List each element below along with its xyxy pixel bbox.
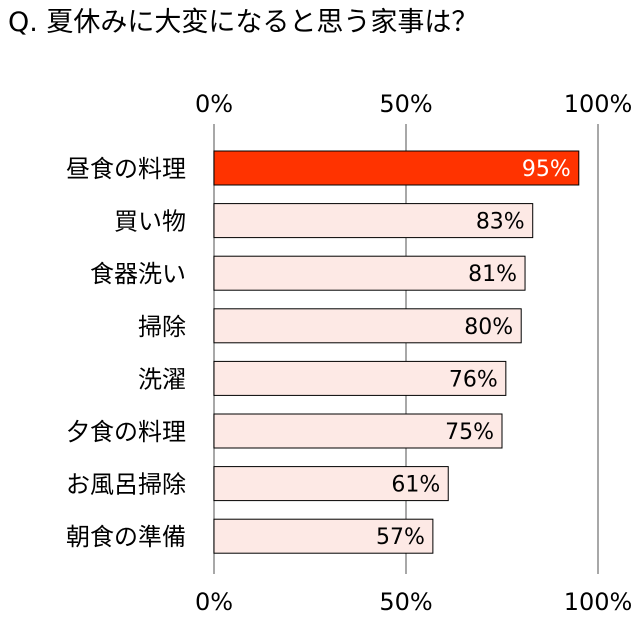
- bar-0: [213, 150, 580, 186]
- category-label-6: お風呂掃除: [66, 471, 186, 499]
- category-label-4: 洗濯: [138, 365, 186, 393]
- value-label-2: 81%: [468, 262, 517, 287]
- value-label-1: 83%: [476, 210, 525, 235]
- chart-title: Q. 夏休みに大変になると思う家事は？: [8, 7, 479, 38]
- value-label-3: 80%: [464, 315, 513, 340]
- category-label-5: 夕食の料理: [66, 418, 186, 446]
- bar-7: [213, 518, 434, 554]
- value-label-7: 57%: [376, 525, 425, 550]
- category-label-3: 掃除: [138, 313, 186, 341]
- x-tick-label-top-0: 0%: [195, 90, 233, 118]
- category-label-1: 買い物: [114, 208, 186, 236]
- value-label-5: 75%: [445, 420, 494, 445]
- value-label-6: 61%: [391, 473, 440, 498]
- bar-4: [213, 360, 507, 396]
- x-tick-label-top-2: 100%: [564, 90, 633, 118]
- bar-5: [213, 413, 503, 449]
- x-tick-label-bottom-2: 100%: [564, 588, 633, 616]
- category-label-0: 昼食の料理: [66, 155, 186, 183]
- value-label-0: 95%: [522, 157, 571, 182]
- x-tick-label-top-1: 50%: [379, 90, 432, 118]
- bar-6: [213, 466, 449, 502]
- x-tick-label-bottom-0: 0%: [195, 588, 233, 616]
- category-label-2: 食器洗い: [90, 260, 186, 288]
- x-tick-label-bottom-1: 50%: [379, 588, 432, 616]
- category-label-7: 朝食の準備: [66, 523, 186, 551]
- bar-3: [213, 308, 522, 344]
- value-label-4: 76%: [449, 367, 498, 392]
- bar-1: [213, 203, 534, 239]
- bar-2: [213, 255, 526, 291]
